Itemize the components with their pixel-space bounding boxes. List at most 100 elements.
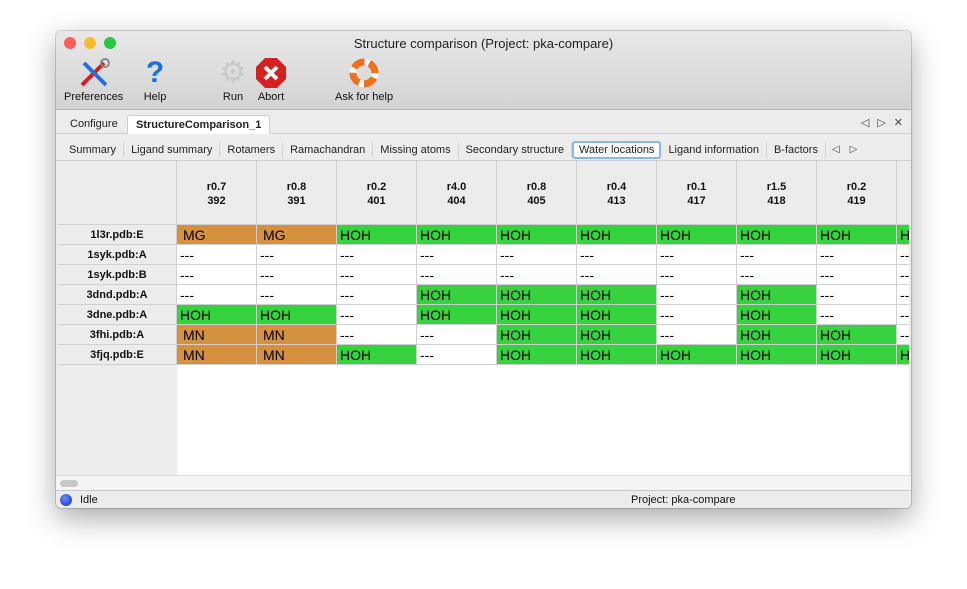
- table-cell[interactable]: ---: [737, 245, 817, 265]
- row-header[interactable]: 3fhi.pdb:A: [58, 325, 177, 345]
- run-button[interactable]: ⚙ Run: [216, 55, 250, 104]
- row-header[interactable]: 1l3r.pdb:E: [58, 225, 177, 245]
- table-cell[interactable]: HOH: [737, 345, 817, 365]
- table-cell[interactable]: HOH: [577, 325, 657, 345]
- table-cell[interactable]: HOH: [497, 325, 577, 345]
- column-header[interactable]: r0.2 419: [817, 161, 897, 225]
- column-header[interactable]: r4.0 404: [417, 161, 497, 225]
- table-cell[interactable]: ---: [737, 265, 817, 285]
- table-cell[interactable]: ---: [337, 285, 417, 305]
- table-cell[interactable]: HOH: [817, 345, 897, 365]
- scrollbar-thumb[interactable]: [60, 480, 78, 487]
- ask-for-help-button[interactable]: Ask for help: [335, 55, 393, 103]
- column-header[interactable]: [897, 161, 909, 225]
- column-header[interactable]: r0.7 392: [177, 161, 257, 225]
- table-cell[interactable]: ---: [337, 305, 417, 325]
- column-header[interactable]: r0.4 413: [577, 161, 657, 225]
- table-cell[interactable]: HOH: [497, 285, 577, 305]
- table-cell[interactable]: ---: [897, 265, 909, 285]
- table-cell[interactable]: HOH: [657, 225, 737, 245]
- tab-configure[interactable]: Configure: [70, 118, 118, 130]
- table-cell[interactable]: HOH: [417, 285, 497, 305]
- table-cell[interactable]: ---: [497, 265, 577, 285]
- subtab-ligand-information[interactable]: Ligand information: [661, 141, 767, 158]
- row-header[interactable]: 3fjq.pdb:E: [58, 345, 177, 365]
- table-cell[interactable]: HOH: [497, 225, 577, 245]
- table-cell[interactable]: HOH: [737, 225, 817, 245]
- table-cell[interactable]: HOH: [657, 345, 737, 365]
- table-cell[interactable]: MN: [257, 345, 337, 365]
- tab-structure-comparison[interactable]: StructureComparison_1: [127, 115, 271, 134]
- table-cell[interactable]: ---: [897, 325, 909, 345]
- table-cell[interactable]: ---: [657, 325, 737, 345]
- table-cell[interactable]: HOH: [577, 345, 657, 365]
- row-header[interactable]: 1syk.pdb:A: [58, 245, 177, 265]
- table-cell[interactable]: HOH: [897, 345, 909, 365]
- table-cell[interactable]: ---: [657, 285, 737, 305]
- table-cell[interactable]: ---: [817, 265, 897, 285]
- table-cell[interactable]: ---: [337, 245, 417, 265]
- subtab-summary[interactable]: Summary: [62, 141, 125, 158]
- minimize-window-button[interactable]: [84, 37, 96, 49]
- table-cell[interactable]: HOH: [737, 285, 817, 305]
- table-cell[interactable]: ---: [497, 245, 577, 265]
- horizontal-scrollbar[interactable]: [56, 475, 911, 490]
- help-button[interactable]: ? Help: [138, 55, 172, 104]
- table-cell[interactable]: HOH: [337, 225, 417, 245]
- close-window-button[interactable]: [64, 37, 76, 49]
- table-cell[interactable]: HOH: [497, 305, 577, 325]
- table-cell[interactable]: ---: [417, 265, 497, 285]
- table-cell[interactable]: ---: [657, 305, 737, 325]
- table-cell[interactable]: ---: [817, 245, 897, 265]
- table-cell[interactable]: ---: [177, 265, 257, 285]
- table-cell[interactable]: HOH: [417, 305, 497, 325]
- table-cell[interactable]: ---: [257, 285, 337, 305]
- column-header[interactable]: r0.8 391: [257, 161, 337, 225]
- tab-next-icon[interactable]: ▷: [877, 117, 886, 129]
- subtab-rotamers[interactable]: Rotamers: [220, 141, 284, 158]
- subtab-b-factors[interactable]: B-factors: [767, 141, 826, 158]
- table-cell[interactable]: HOH: [817, 225, 897, 245]
- table-cell[interactable]: HOH: [257, 305, 337, 325]
- column-header[interactable]: r0.1 417: [657, 161, 737, 225]
- table-cell[interactable]: MN: [177, 345, 257, 365]
- table-cell[interactable]: HOH: [417, 225, 497, 245]
- subtab-missing-atoms[interactable]: Missing atoms: [373, 141, 459, 158]
- table-cell[interactable]: ---: [257, 265, 337, 285]
- table-cell[interactable]: HOH: [497, 345, 577, 365]
- column-header[interactable]: r0.8 405: [497, 161, 577, 225]
- table-cell[interactable]: ---: [657, 265, 737, 285]
- close-tab-icon[interactable]: ✕: [893, 117, 903, 129]
- table-cell[interactable]: ---: [657, 245, 737, 265]
- table-cell[interactable]: HOH: [577, 225, 657, 245]
- zoom-window-button[interactable]: [104, 37, 116, 49]
- row-header[interactable]: 1syk.pdb:B: [58, 265, 177, 285]
- column-header[interactable]: r0.2 401: [337, 161, 417, 225]
- row-header[interactable]: 3dnd.pdb:A: [58, 285, 177, 305]
- subtab-prev-icon[interactable]: ◁: [831, 144, 840, 155]
- table-cell[interactable]: HOH: [737, 325, 817, 345]
- table-cell[interactable]: ---: [417, 325, 497, 345]
- table-cell[interactable]: HOH: [577, 305, 657, 325]
- subtab-water-locations[interactable]: Water locations: [572, 140, 662, 159]
- table-cell[interactable]: MN: [177, 325, 257, 345]
- table-cell[interactable]: ---: [897, 245, 909, 265]
- table-cell[interactable]: ---: [337, 325, 417, 345]
- table-cell[interactable]: ---: [817, 285, 897, 305]
- subtab-secondary-structure[interactable]: Secondary structure: [459, 141, 573, 158]
- table-cell[interactable]: ---: [417, 345, 497, 365]
- subtab-ligand-summary[interactable]: Ligand summary: [124, 141, 221, 158]
- table-cell[interactable]: HOH: [337, 345, 417, 365]
- row-header[interactable]: 3dne.pdb:A: [58, 305, 177, 325]
- table-cell[interactable]: HOH: [577, 285, 657, 305]
- table-cell[interactable]: MN: [257, 325, 337, 345]
- tab-prev-icon[interactable]: ◁: [860, 117, 870, 129]
- table-cell[interactable]: ---: [577, 265, 657, 285]
- table-cell[interactable]: ---: [177, 285, 257, 305]
- table-cell[interactable]: ---: [337, 265, 417, 285]
- subtab-ramachandran[interactable]: Ramachandran: [283, 141, 374, 158]
- subtab-next-icon[interactable]: ▷: [849, 144, 858, 155]
- table-cell[interactable]: ---: [417, 245, 497, 265]
- table-cell[interactable]: HOH: [737, 305, 817, 325]
- table-cell[interactable]: MG: [257, 225, 337, 245]
